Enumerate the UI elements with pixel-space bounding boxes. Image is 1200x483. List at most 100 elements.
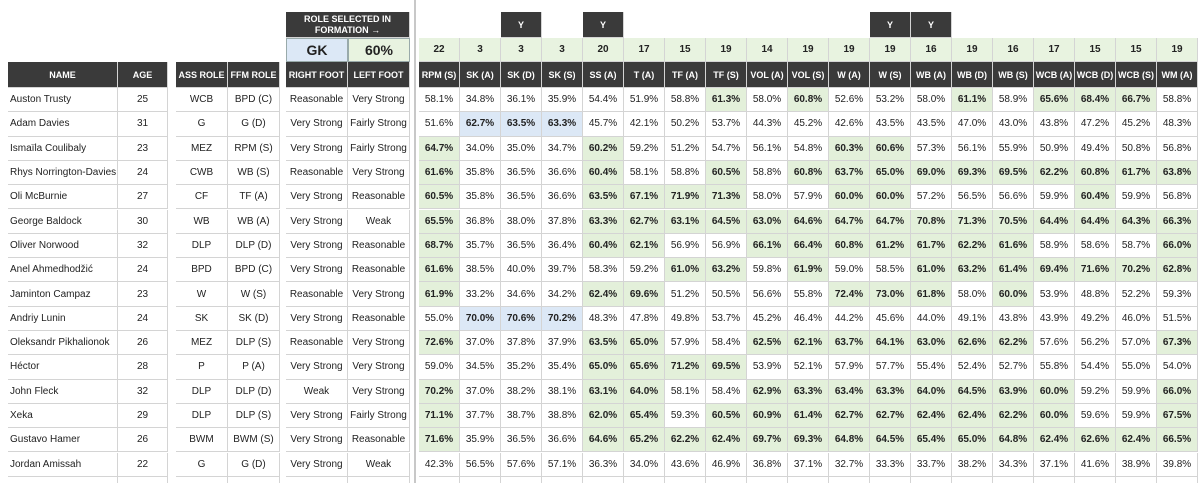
- player-age-cell[interactable]: 24: [118, 306, 168, 331]
- player-age-cell[interactable]: 31: [118, 112, 168, 137]
- empty-cell[interactable]: [228, 476, 280, 483]
- rating-cell[interactable]: 69.4%: [1034, 258, 1075, 283]
- rating-cell[interactable]: 52.6%: [829, 88, 870, 113]
- rating-cell[interactable]: 57.7%: [870, 355, 911, 380]
- player-ass-role-cell[interactable]: P: [176, 355, 228, 380]
- player-left-foot-cell[interactable]: Fairly Strong: [348, 403, 410, 429]
- rating-cell[interactable]: 59.2%: [624, 258, 665, 283]
- player-name-cell[interactable]: Oli McBurnie: [8, 185, 118, 210]
- player-name-cell[interactable]: Anel Ahmedhodžić: [8, 258, 118, 283]
- rating-cell[interactable]: 38.8%: [542, 403, 583, 429]
- rating-cell[interactable]: 64.7%: [829, 209, 870, 234]
- rating-cell[interactable]: 57.6%: [1034, 331, 1075, 356]
- rating-cell[interactable]: 62.2%: [993, 331, 1034, 356]
- rating-cell[interactable]: 61.4%: [788, 403, 829, 429]
- rating-cell[interactable]: 65.6%: [1034, 88, 1075, 113]
- player-right-foot-cell[interactable]: Very Strong: [286, 185, 348, 210]
- rating-cell[interactable]: 56.1%: [747, 136, 788, 161]
- rating-cell[interactable]: 68.7%: [419, 233, 460, 259]
- player-ffm-role-cell[interactable]: DLP (D): [228, 379, 280, 404]
- rating-cell[interactable]: 52.1%: [788, 355, 829, 380]
- rating-cell[interactable]: 62.2%: [952, 233, 993, 259]
- player-name-cell[interactable]: Adam Davies: [8, 112, 118, 137]
- rating-cell[interactable]: 61.4%: [993, 258, 1034, 283]
- player-name-cell[interactable]: John Fleck: [8, 379, 118, 404]
- rating-cell[interactable]: 61.3%: [706, 88, 747, 113]
- rating-cell[interactable]: 65.4%: [911, 428, 952, 453]
- rating-cell[interactable]: 54.8%: [788, 136, 829, 161]
- rating-cell[interactable]: 60.8%: [829, 233, 870, 259]
- rating-cell[interactable]: 61.6%: [419, 160, 460, 186]
- rating-cell[interactable]: 62.7%: [870, 403, 911, 429]
- role-column-header[interactable]: WB (A): [911, 62, 952, 88]
- empty-cell[interactable]: [286, 476, 348, 483]
- rating-cell[interactable]: 36.1%: [501, 88, 542, 113]
- rating-cell[interactable]: 62.0%: [583, 403, 624, 429]
- rating-cell[interactable]: 63.1%: [583, 379, 624, 404]
- player-left-foot-cell[interactable]: Very Strong: [348, 355, 410, 380]
- player-ffm-role-cell[interactable]: G (D): [228, 452, 280, 477]
- role-column-header[interactable]: SK (A): [460, 62, 501, 88]
- player-name-cell[interactable]: Gustavo Hamer: [8, 428, 118, 453]
- player-ffm-role-cell[interactable]: BPD (C): [228, 258, 280, 283]
- player-age-cell[interactable]: 27: [118, 185, 168, 210]
- player-left-foot-cell[interactable]: Reasonable: [348, 258, 410, 283]
- rating-cell[interactable]: 48.3%: [1157, 112, 1198, 137]
- rating-cell[interactable]: 58.8%: [1157, 88, 1198, 113]
- empty-cell[interactable]: [706, 476, 747, 483]
- player-age-cell[interactable]: 26: [118, 428, 168, 453]
- rating-cell[interactable]: 63.9%: [993, 379, 1034, 404]
- role-column-header[interactable]: VOL (A): [747, 62, 788, 88]
- rating-cell[interactable]: 66.4%: [788, 233, 829, 259]
- rating-cell[interactable]: 36.5%: [501, 160, 542, 186]
- rating-cell[interactable]: 62.5%: [747, 331, 788, 356]
- rating-cell[interactable]: 69.3%: [952, 160, 993, 186]
- rating-cell[interactable]: 36.6%: [542, 428, 583, 453]
- rating-cell[interactable]: 62.7%: [829, 403, 870, 429]
- rating-cell[interactable]: 58.1%: [624, 160, 665, 186]
- rating-cell[interactable]: 66.1%: [747, 233, 788, 259]
- player-left-foot-cell[interactable]: Very Strong: [348, 160, 410, 186]
- rating-cell[interactable]: 62.2%: [1034, 160, 1075, 186]
- rating-cell[interactable]: 59.9%: [1116, 403, 1157, 429]
- rating-cell[interactable]: 50.5%: [706, 282, 747, 307]
- rating-cell[interactable]: 60.9%: [747, 403, 788, 429]
- rating-cell[interactable]: 33.2%: [460, 282, 501, 307]
- rating-cell[interactable]: 58.8%: [747, 160, 788, 186]
- rating-cell[interactable]: 62.9%: [747, 379, 788, 404]
- role-column-header[interactable]: WB (D): [952, 62, 993, 88]
- player-age-cell[interactable]: 32: [118, 379, 168, 404]
- player-name-cell[interactable]: Andriy Lunin: [8, 306, 118, 331]
- rating-cell[interactable]: 40.0%: [501, 258, 542, 283]
- player-right-foot-cell[interactable]: Very Strong: [286, 258, 348, 283]
- rating-cell[interactable]: 60.4%: [1075, 185, 1116, 210]
- rating-cell[interactable]: 62.1%: [624, 233, 665, 259]
- rating-cell[interactable]: 34.0%: [624, 452, 665, 477]
- rating-cell[interactable]: 58.7%: [1116, 233, 1157, 259]
- rating-cell[interactable]: 57.9%: [829, 355, 870, 380]
- rating-cell[interactable]: 64.3%: [1116, 209, 1157, 234]
- rating-cell[interactable]: 62.2%: [993, 403, 1034, 429]
- rating-cell[interactable]: 41.6%: [1075, 452, 1116, 477]
- rating-cell[interactable]: 36.6%: [542, 185, 583, 210]
- rating-cell[interactable]: 54.4%: [583, 88, 624, 113]
- role-column-header[interactable]: SK (S): [542, 62, 583, 88]
- rating-cell[interactable]: 62.8%: [1157, 258, 1198, 283]
- rating-cell[interactable]: 57.9%: [665, 331, 706, 356]
- rating-cell[interactable]: 64.8%: [993, 428, 1034, 453]
- rating-cell[interactable]: 56.8%: [1157, 185, 1198, 210]
- rating-cell[interactable]: 68.4%: [1075, 88, 1116, 113]
- rating-cell[interactable]: 59.6%: [1075, 403, 1116, 429]
- rating-cell[interactable]: 66.0%: [1157, 233, 1198, 259]
- rating-cell[interactable]: 56.9%: [706, 233, 747, 259]
- rating-cell[interactable]: 63.5%: [501, 112, 542, 137]
- rating-cell[interactable]: 65.0%: [624, 331, 665, 356]
- rating-cell[interactable]: 61.6%: [993, 233, 1034, 259]
- empty-cell[interactable]: [624, 476, 665, 483]
- player-ffm-role-cell[interactable]: SK (D): [228, 306, 280, 331]
- player-left-foot-cell[interactable]: Reasonable: [348, 233, 410, 259]
- rating-cell[interactable]: 53.7%: [706, 112, 747, 137]
- rating-cell[interactable]: 60.5%: [706, 160, 747, 186]
- player-ffm-role-cell[interactable]: DLP (S): [228, 331, 280, 356]
- rating-cell[interactable]: 63.0%: [747, 209, 788, 234]
